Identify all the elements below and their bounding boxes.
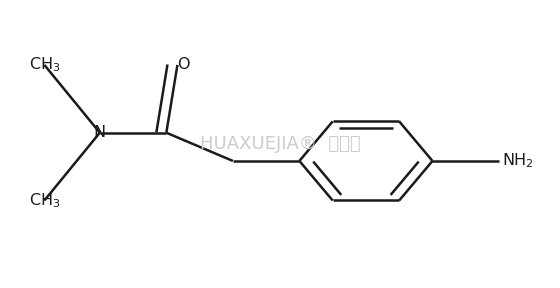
Text: NH$_2$: NH$_2$	[502, 151, 533, 170]
Text: HUAXUEJIA®  化学加: HUAXUEJIA® 化学加	[200, 135, 360, 153]
Text: CH$_3$: CH$_3$	[29, 56, 60, 74]
Text: N: N	[94, 125, 106, 140]
Text: O: O	[177, 57, 189, 72]
Text: CH$_3$: CH$_3$	[29, 191, 60, 210]
